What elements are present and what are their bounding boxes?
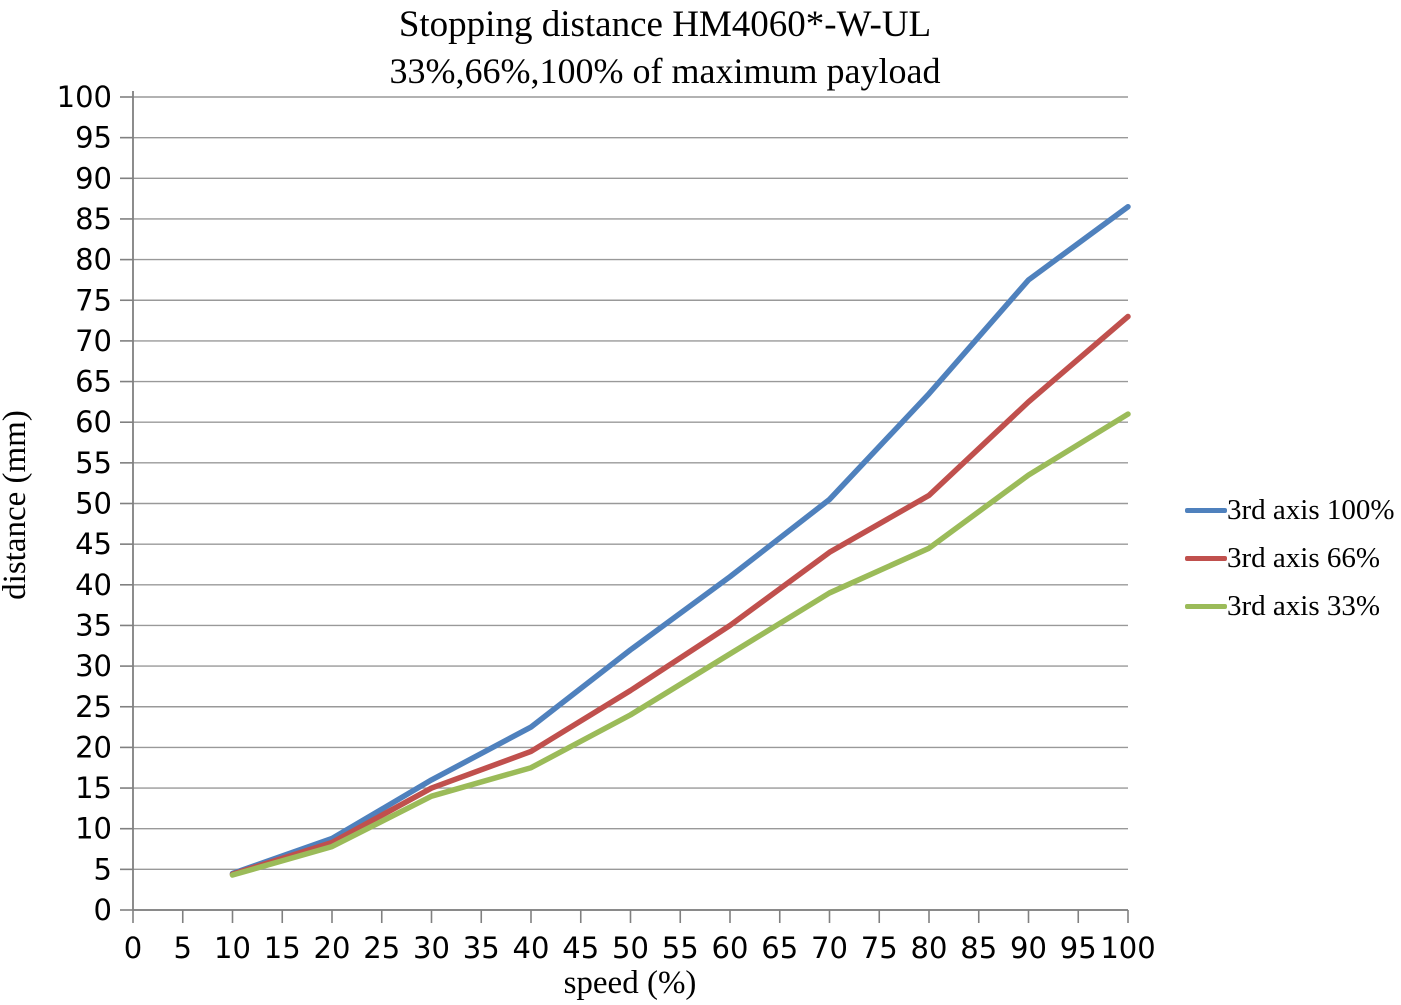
x-tick-label: 55 bbox=[662, 931, 699, 965]
legend-item: 3rd axis 66% bbox=[1185, 534, 1395, 582]
series-line bbox=[229, 313, 1131, 877]
x-tick-label: 0 bbox=[124, 931, 142, 965]
y-tick-label: 55 bbox=[75, 446, 112, 480]
y-tick-label: 60 bbox=[75, 405, 112, 439]
title-block: Stopping distance HM4060*-W-UL 33%,66%,1… bbox=[0, 1, 1330, 95]
x-tick-label: 70 bbox=[811, 931, 848, 965]
y-tick-label: 10 bbox=[75, 812, 112, 846]
chart-title: Stopping distance HM4060*-W-UL bbox=[398, 4, 932, 45]
legend: 3rd axis 100% 3rd axis 66% 3rd axis 33% bbox=[1185, 486, 1395, 630]
x-tick-label: 15 bbox=[264, 931, 301, 965]
y-tick-label: 35 bbox=[75, 608, 112, 642]
y-tick-label: 80 bbox=[75, 243, 112, 277]
y-tick-label: 70 bbox=[75, 324, 112, 358]
y-tick-label: 20 bbox=[75, 730, 112, 764]
y-tick-label: 65 bbox=[75, 365, 112, 399]
x-tick-label: 30 bbox=[413, 931, 450, 965]
y-tick-label: 25 bbox=[75, 690, 112, 724]
x-tick-label: 95 bbox=[1060, 931, 1097, 965]
y-tick-label: 30 bbox=[75, 649, 112, 683]
y-tick-label: 40 bbox=[75, 568, 112, 602]
x-tick-label: 40 bbox=[513, 931, 550, 965]
x-axis-title: speed (%) bbox=[563, 965, 697, 1001]
x-tick-label: 80 bbox=[911, 931, 948, 965]
x-tick-label: 35 bbox=[463, 931, 500, 965]
y-tick-label: 85 bbox=[75, 202, 112, 236]
y-tick-label: 45 bbox=[75, 527, 112, 561]
x-tick-label: 25 bbox=[363, 931, 400, 965]
x-tick-label: 45 bbox=[562, 931, 599, 965]
y-tick-label: 95 bbox=[75, 121, 112, 155]
x-tick-label: 75 bbox=[861, 931, 898, 965]
legend-line-swatch bbox=[1185, 603, 1227, 609]
series-line bbox=[229, 411, 1131, 878]
x-tick-label: 50 bbox=[612, 931, 649, 965]
x-tick-label: 10 bbox=[214, 931, 251, 965]
y-tick-label: 75 bbox=[75, 283, 112, 317]
x-tick-label: 20 bbox=[314, 931, 351, 965]
x-tick-label: 60 bbox=[712, 931, 749, 965]
y-tick-label: 5 bbox=[94, 852, 112, 886]
legend-label: 3rd axis 33% bbox=[1227, 589, 1381, 622]
legend-item: 3rd axis 33% bbox=[1185, 582, 1395, 630]
x-tick-label: 5 bbox=[174, 931, 192, 965]
series-line bbox=[229, 204, 1131, 877]
x-tick-label: 85 bbox=[960, 931, 997, 965]
x-tick-label: 65 bbox=[761, 931, 798, 965]
legend-line-swatch bbox=[1185, 555, 1227, 561]
y-tick-label: 15 bbox=[75, 771, 112, 805]
y-tick-label: 0 bbox=[94, 893, 112, 927]
x-tick-label: 90 bbox=[1010, 931, 1047, 965]
legend-line-swatch bbox=[1185, 507, 1227, 513]
y-axis-title: distance (mm) bbox=[0, 410, 33, 600]
y-tick-label: 50 bbox=[75, 487, 112, 521]
y-tick-label: 100 bbox=[57, 80, 112, 114]
legend-item: 3rd axis 100% bbox=[1185, 486, 1395, 534]
y-tick-label: 90 bbox=[75, 161, 112, 195]
legend-label: 3rd axis 100% bbox=[1227, 493, 1395, 526]
legend-label: 3rd axis 66% bbox=[1227, 541, 1381, 574]
x-tick-label: 100 bbox=[1100, 931, 1155, 965]
chart-subtitle: 33%,66%,100% of maximum payload bbox=[389, 51, 941, 91]
